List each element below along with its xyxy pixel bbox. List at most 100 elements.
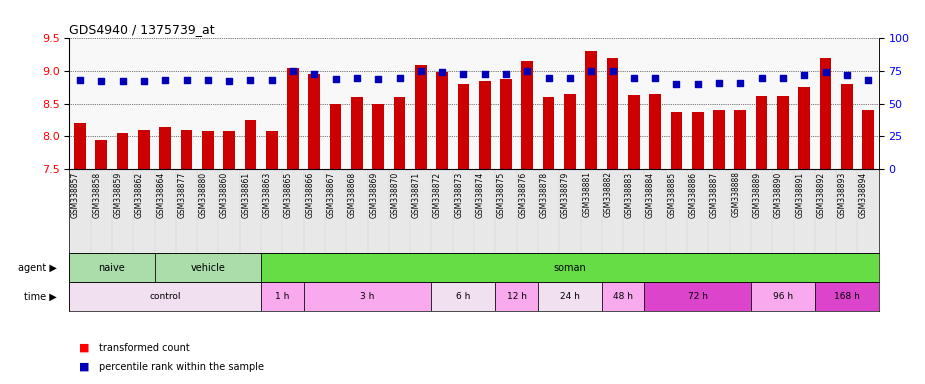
Bar [671, 111, 683, 169]
Text: 48 h: 48 h [613, 292, 633, 301]
Point [243, 77, 258, 83]
Bar [159, 126, 171, 169]
Point [860, 77, 875, 83]
Bar [496, 282, 538, 311]
Text: GSM338863: GSM338863 [263, 172, 272, 218]
Bar [820, 58, 832, 169]
Text: naive: naive [99, 263, 126, 273]
Bar [223, 131, 235, 169]
Bar [244, 120, 256, 169]
Point [265, 77, 279, 83]
Text: GSM338865: GSM338865 [284, 172, 293, 218]
Text: GSM338890: GSM338890 [774, 172, 783, 218]
Text: GSM338881: GSM338881 [582, 172, 591, 217]
Text: GSM338888: GSM338888 [732, 172, 740, 217]
Text: GSM338879: GSM338879 [561, 172, 570, 218]
Point [562, 74, 577, 81]
Text: GSM338893: GSM338893 [838, 172, 846, 218]
Bar [69, 282, 261, 311]
Bar [538, 282, 602, 311]
Bar [415, 65, 426, 169]
Bar [564, 94, 575, 169]
Bar [543, 97, 554, 169]
Text: GSM338878: GSM338878 [539, 172, 549, 218]
Bar [308, 74, 320, 169]
Bar [394, 97, 405, 169]
Text: GSM338860: GSM338860 [220, 172, 229, 218]
Bar [202, 131, 214, 169]
Point [839, 72, 854, 78]
Text: ■: ■ [79, 343, 89, 353]
Point [116, 78, 130, 84]
Text: GSM338880: GSM338880 [199, 172, 208, 218]
Bar [69, 253, 154, 282]
Point [73, 77, 88, 83]
Bar [777, 96, 789, 169]
Point [201, 77, 216, 83]
Point [733, 80, 747, 86]
Text: GSM338883: GSM338883 [624, 172, 634, 218]
Text: GSM338894: GSM338894 [859, 172, 868, 218]
Text: GSM338859: GSM338859 [114, 172, 123, 218]
Point [286, 68, 301, 74]
Point [775, 74, 790, 81]
Bar [602, 282, 645, 311]
Point [413, 68, 428, 74]
Point [222, 78, 237, 84]
Text: GSM338872: GSM338872 [433, 172, 442, 218]
Point [711, 80, 726, 86]
Bar [74, 123, 86, 169]
Bar [841, 84, 853, 169]
Text: 96 h: 96 h [773, 292, 793, 301]
Bar [628, 95, 640, 169]
Text: GSM338861: GSM338861 [241, 172, 251, 218]
Bar [154, 253, 261, 282]
Text: GSM338867: GSM338867 [327, 172, 336, 218]
Text: percentile rank within the sample: percentile rank within the sample [99, 362, 264, 372]
Text: vehicle: vehicle [191, 263, 226, 273]
Bar [798, 88, 810, 169]
Point [179, 77, 194, 83]
Bar [815, 282, 879, 311]
Point [818, 69, 833, 75]
Point [796, 72, 811, 78]
Text: GSM338891: GSM338891 [796, 172, 804, 218]
Text: 3 h: 3 h [361, 292, 375, 301]
Text: GSM338885: GSM338885 [668, 172, 676, 218]
Bar [692, 111, 704, 169]
Text: GSM338871: GSM338871 [412, 172, 421, 218]
Text: GSM338877: GSM338877 [178, 172, 187, 218]
Point [456, 71, 471, 77]
Point [477, 71, 492, 77]
Text: GSM338868: GSM338868 [348, 172, 357, 218]
Text: transformed count: transformed count [99, 343, 190, 353]
Text: GSM338875: GSM338875 [497, 172, 506, 218]
Text: time ▶: time ▶ [24, 291, 57, 302]
Text: GSM338882: GSM338882 [603, 172, 612, 217]
Text: GSM338889: GSM338889 [753, 172, 761, 218]
Point [754, 74, 769, 81]
Text: 6 h: 6 h [456, 292, 471, 301]
Bar [586, 51, 597, 169]
Bar [458, 84, 469, 169]
Point [520, 68, 535, 74]
Text: GSM338864: GSM338864 [156, 172, 166, 218]
Text: soman: soman [553, 263, 586, 273]
Bar [607, 58, 619, 169]
Text: GSM338887: GSM338887 [710, 172, 719, 218]
Bar [352, 97, 363, 169]
Point [499, 71, 513, 77]
Bar [431, 282, 496, 311]
Text: GSM338874: GSM338874 [475, 172, 485, 218]
Point [669, 81, 684, 87]
Bar [117, 133, 129, 169]
Point [541, 74, 556, 81]
Point [584, 68, 598, 74]
Text: GSM338870: GSM338870 [390, 172, 400, 218]
Bar [734, 110, 746, 169]
Bar [373, 104, 384, 169]
Point [605, 68, 620, 74]
Text: GSM338866: GSM338866 [305, 172, 314, 218]
Text: GSM338892: GSM338892 [817, 172, 825, 218]
Text: 24 h: 24 h [560, 292, 580, 301]
